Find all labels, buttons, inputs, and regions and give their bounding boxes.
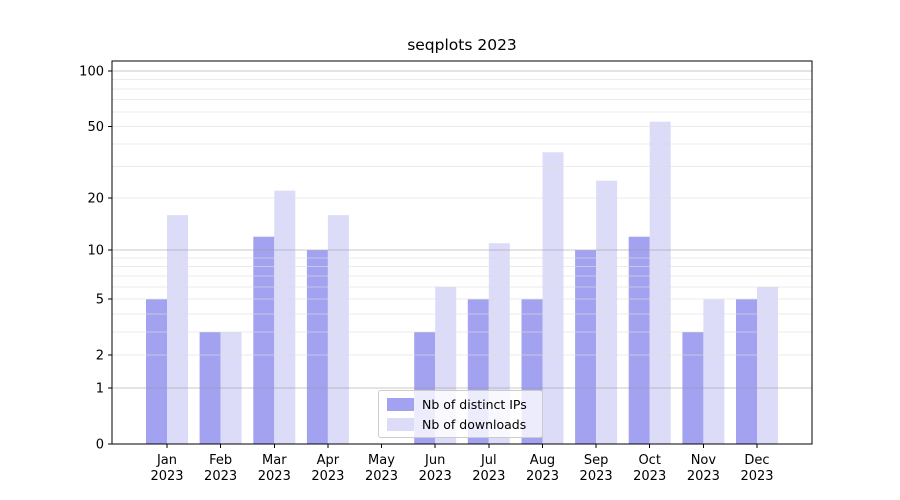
x-tick-label-year: 2023 xyxy=(365,469,398,484)
x-tick-label-month: Dec xyxy=(744,453,769,468)
bar-oct-downloads xyxy=(649,121,671,444)
legend-item-downloads: Nb of downloads xyxy=(387,416,533,432)
bar-mar-distinct-ips xyxy=(253,236,275,444)
legend: Nb of distinct IPs Nb of downloads xyxy=(378,390,543,438)
bar-dec-distinct-ips xyxy=(736,299,757,444)
bar-mar-downloads xyxy=(274,190,296,444)
bar-apr-distinct-ips xyxy=(306,250,328,444)
legend-item-distinct-ips: Nb of distinct IPs xyxy=(387,396,533,412)
y-tick-label: 5 xyxy=(96,293,104,308)
y-tick-label: 0 xyxy=(96,438,104,453)
x-tick-label-year: 2023 xyxy=(740,469,773,484)
x-tick-label-month: Mar xyxy=(262,453,287,468)
axes-spines xyxy=(111,60,813,445)
x-tick-label-month: Sep xyxy=(584,453,609,468)
y-tick-label: 100 xyxy=(79,65,104,80)
x-tick-label-month: Jul xyxy=(480,453,497,468)
x-tick-label-month: Feb xyxy=(209,453,232,468)
x-tick-label-year: 2023 xyxy=(526,469,559,484)
legend-swatch-distinct-ips xyxy=(387,397,414,411)
y-tick-label: 1 xyxy=(96,382,104,397)
bar-dec-downloads xyxy=(757,286,778,444)
x-tick-label-year: 2023 xyxy=(258,469,291,484)
x-tick-label-month: May xyxy=(368,453,395,468)
x-tick-label-year: 2023 xyxy=(204,469,237,484)
legend-label-distinct-ips: Nb of distinct IPs xyxy=(422,396,527,412)
x-tick-label-year: 2023 xyxy=(150,469,183,484)
x-tick-label-month: Jan xyxy=(156,453,177,468)
x-tick-label-year: 2023 xyxy=(472,469,505,484)
x-tick-label-year: 2023 xyxy=(633,469,666,484)
bar-aug-downloads xyxy=(542,152,564,444)
chart-title: seqplots 2023 xyxy=(407,36,517,54)
x-tick-label-month: Nov xyxy=(691,453,717,468)
bar-nov-downloads xyxy=(703,299,725,444)
bar-sep-distinct-ips xyxy=(575,250,597,444)
bar-oct-distinct-ips xyxy=(628,236,650,444)
x-tick-label-year: 2023 xyxy=(311,469,344,484)
bar-sep-downloads xyxy=(596,180,618,444)
y-tick-label: 2 xyxy=(96,349,104,364)
x-tick-label-month: Aug xyxy=(530,453,555,468)
bar-jan-downloads xyxy=(167,215,188,444)
x-tick-label-month: Apr xyxy=(317,453,340,468)
x-tick-label-year: 2023 xyxy=(419,469,452,484)
x-tick-label-month: Jun xyxy=(424,453,445,468)
x-tick-label-year: 2023 xyxy=(687,469,720,484)
legend-swatch-downloads xyxy=(387,417,414,431)
y-tick-label: 50 xyxy=(87,120,104,135)
y-tick-label: 10 xyxy=(87,244,104,259)
bar-jan-distinct-ips xyxy=(146,299,167,444)
x-tick-label-month: Oct xyxy=(638,453,660,468)
y-tick-label: 20 xyxy=(87,192,104,207)
x-tick-label-year: 2023 xyxy=(580,469,613,484)
bar-apr-downloads xyxy=(327,215,349,444)
legend-label-downloads: Nb of downloads xyxy=(422,416,527,432)
